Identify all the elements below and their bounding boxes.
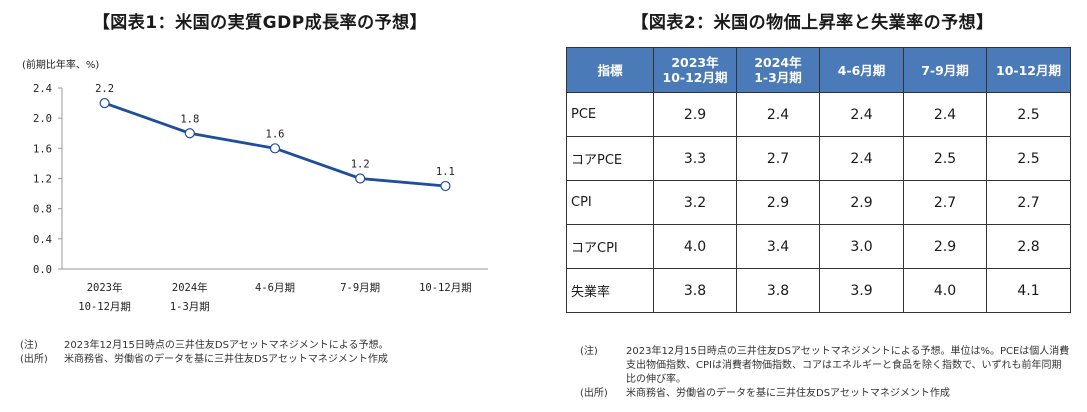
- x-tick-label: 7-9月期: [340, 282, 380, 294]
- row-label: コアCPI: [566, 224, 654, 269]
- y-axis-unit-label: (前期比年率、%): [22, 60, 100, 71]
- table-cell: 3.2: [653, 180, 737, 225]
- header-cell: 7-9月期: [903, 47, 987, 93]
- x-tick-label: 1-3月期: [170, 301, 210, 313]
- data-point: [184, 128, 195, 139]
- y-tick-label: 2.4: [33, 83, 52, 95]
- table-cell: 2.5: [986, 136, 1071, 181]
- table-cell: 2.4: [819, 136, 904, 181]
- table-title: 【図表2：米国の物価上昇率と失業率の予想】: [631, 13, 994, 33]
- table-cell: 2.9: [903, 224, 987, 269]
- note-text: 2023年12月15日時点の三井住友DSアセットマネジメントによる予想。単位は%…: [626, 346, 1070, 385]
- row-label: コアPCE: [566, 136, 654, 181]
- source-label: (出所): [20, 354, 48, 365]
- table-cell: 3.0: [819, 224, 904, 269]
- source-label: (出所): [580, 388, 608, 399]
- x-tick-label: 2024年: [172, 281, 208, 294]
- data-label: 1.6: [266, 128, 285, 140]
- data-point: [355, 173, 366, 184]
- y-tick-label: 0.8: [33, 204, 52, 216]
- data-label: 1.2: [351, 159, 370, 171]
- header-cell: 2023年 10-12月期: [653, 47, 737, 93]
- table-cell: 2.4: [903, 92, 987, 137]
- table-header-row: 指標 2023年 10-12月期 2024年 1-3月期 4-6月期 7-9月期…: [566, 47, 1071, 93]
- x-tick-label: 10-12月期: [78, 301, 131, 313]
- y-tick-label: 1.2: [33, 174, 52, 186]
- table-cell: 2.4: [736, 92, 820, 137]
- data-point: [269, 143, 281, 154]
- table-cell: 2.7: [903, 180, 987, 225]
- table-cell: 2.5: [903, 136, 987, 181]
- note-label: (注): [580, 346, 598, 357]
- data-point: [99, 97, 110, 109]
- table-row: コアPCE 3.3 2.7 2.4 2.5 2.5: [566, 136, 1071, 181]
- table-row: CPI 3.2 2.9 2.9 2.7 2.7: [566, 180, 1071, 225]
- note-label: (注): [20, 340, 38, 351]
- table-row: コアCPI 4.0 3.4 3.0 2.9 2.8: [566, 224, 1071, 269]
- forecast-table: 指標 2023年 10-12月期 2024年 1-3月期 4-6月期 7-9月期…: [566, 47, 1071, 313]
- table-cell: 4.1: [986, 268, 1071, 313]
- row-label: CPI: [566, 180, 654, 225]
- y-tick-label: 0.0: [33, 264, 52, 276]
- header-cell: 指標: [566, 47, 654, 93]
- table-cell: 2.9: [653, 92, 737, 137]
- data-label: 1.1: [436, 166, 455, 178]
- table-cell: 2.4: [819, 92, 904, 137]
- chart-notes: (注) 2023年12月15日時点の三井住友DSアセットマネジメントによる予想。…: [20, 339, 540, 367]
- data-label: 2.2: [95, 83, 114, 95]
- table-cell: 2.5: [986, 92, 1071, 137]
- y-tick-label: 0.4: [33, 234, 52, 246]
- note-text: 2023年12月15日時点の三井住友DSアセットマネジメントによる予想。: [64, 340, 389, 351]
- header-cell: 4-6月期: [819, 47, 904, 93]
- data-label: 1.8: [180, 113, 199, 125]
- gdp-line-chart: 0.0 0.4 0.8 1.2 1.6 2.0 2.4 2023年 10-12月期 2024年 1-…: [33, 83, 488, 313]
- table-cell: 2.7: [736, 136, 820, 181]
- table-cell: 2.9: [819, 180, 904, 225]
- table-cell: 2.9: [736, 180, 820, 225]
- table-cell: 4.0: [653, 224, 737, 269]
- row-label: PCE: [566, 92, 654, 137]
- table-cell: 3.4: [736, 224, 820, 269]
- data-point: [440, 180, 451, 192]
- source-text: 米商務省、労働省のデータを基に三井住友DSアセットマネジメント作成: [64, 354, 388, 365]
- header-cell: 10-12月期: [986, 47, 1071, 93]
- y-tick-label: 1.6: [33, 143, 52, 155]
- table-cell: 3.8: [653, 268, 737, 313]
- x-tick-label: 10-12月期: [419, 282, 472, 294]
- x-tick-label: 4-6月期: [255, 282, 295, 294]
- table-cell: 2.8: [986, 224, 1071, 269]
- table-row: 失業率 3.8 3.8 3.9 4.0 4.1: [566, 268, 1071, 313]
- table-notes: (注) 2023年12月15日時点の三井住友DSアセットマネジメントによる予想。…: [580, 345, 1070, 401]
- table-cell: 3.3: [653, 136, 737, 181]
- x-tick-label: 2023年: [87, 281, 123, 294]
- table-cell: 3.8: [736, 268, 820, 313]
- table-cell: 2.7: [986, 180, 1071, 225]
- header-cell: 2024年 1-3月期: [736, 47, 820, 93]
- source-text: 米商務省、労働省のデータを基に三井住友DSアセットマネジメント作成: [626, 388, 950, 399]
- table-cell: 4.0: [903, 268, 987, 313]
- table-row: PCE 2.9 2.4 2.4 2.4 2.5: [566, 92, 1071, 137]
- chart-title: 【図表1：米国の実質GDP成長率の予想】: [92, 13, 428, 33]
- row-label: 失業率: [566, 268, 654, 313]
- table-cell: 3.9: [819, 268, 904, 313]
- y-tick-label: 2.0: [33, 113, 52, 125]
